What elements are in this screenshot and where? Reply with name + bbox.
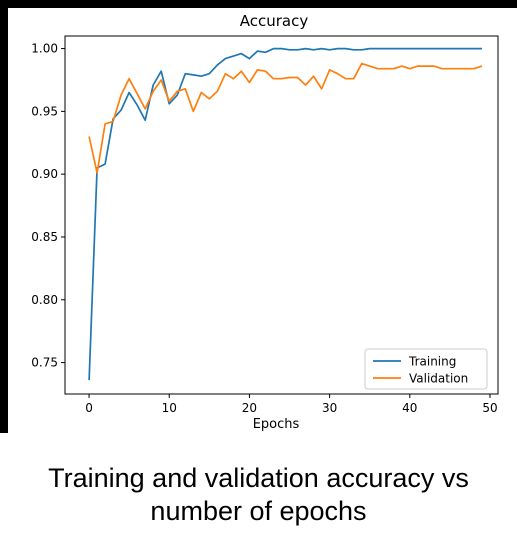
accuracy-chart: Accuracy 0 10 20 30 40 50 0.75 0.80 0.85 0.90 0.95…	[8, 8, 517, 433]
caption-line-1: Training and validation accuracy vs	[48, 463, 469, 493]
x-tick-label: 40	[402, 401, 417, 415]
caption-line-2: number of epochs	[150, 496, 367, 526]
legend-label-training: Training	[408, 355, 456, 369]
legend-label-validation: Validation	[409, 372, 468, 386]
legend-box	[364, 348, 488, 390]
series-line-training	[88, 47, 482, 381]
x-tick-label: 50	[482, 401, 497, 415]
x-tick-label: 30	[322, 401, 337, 415]
y-tick-label: 0.85	[31, 230, 58, 244]
y-tick-label: 0.95	[31, 104, 58, 118]
series-line-validation	[88, 62, 483, 174]
x-axis-label: Epochs	[253, 417, 300, 432]
x-tick-label: 10	[162, 401, 177, 415]
figure-caption: Training and validation accuracy vs numb…	[0, 462, 517, 528]
chart-title: Accuracy	[240, 12, 309, 30]
x-tick-label: 0	[85, 401, 93, 415]
y-tick-label: 1.00	[31, 42, 58, 56]
x-tick-label: 20	[242, 401, 257, 415]
y-tick-label: 0.90	[31, 167, 58, 181]
y-tick-label: 0.80	[31, 293, 58, 307]
plot-area-frame	[64, 35, 499, 395]
figure-frame: Accuracy 0 10 20 30 40 50 0.75 0.80 0.85 0.90 0.95…	[0, 0, 517, 433]
y-tick-label: 0.75	[31, 356, 58, 370]
